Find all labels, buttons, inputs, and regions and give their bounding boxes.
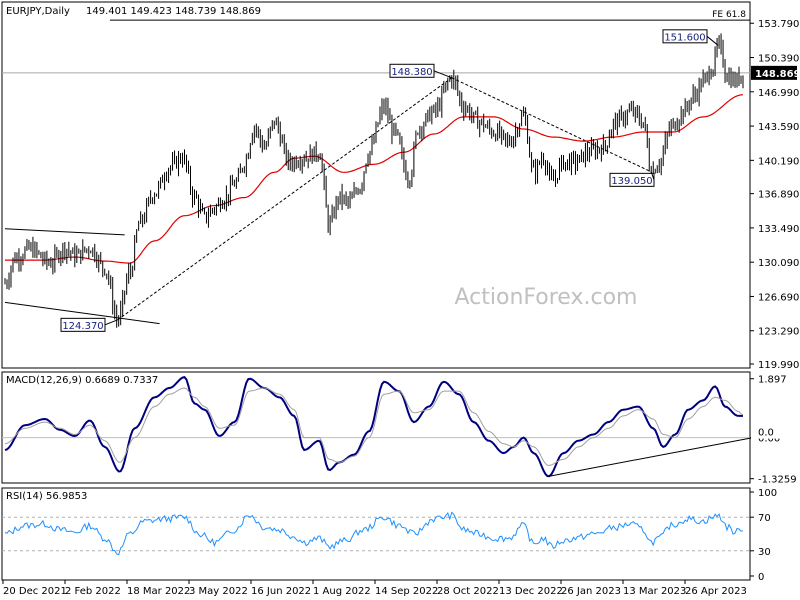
trendline-fall-to-139	[451, 77, 652, 173]
price-y-tick-label: 153.790	[758, 19, 799, 30]
macd-current-tag-label: 0.0	[758, 428, 774, 439]
trendline-macd-support	[548, 437, 754, 477]
axes: 153.790 150.390 146.990 143.590 140.190 136.8…	[2, 19, 800, 597]
macd-pane: MACD(12,26,9) 0.6689 0.7337	[1, 371, 754, 484]
moving-average-path	[5, 94, 744, 264]
rsi-pane: RSI(14) 56.9853	[1, 487, 751, 581]
price-y-tick-label: 143.590	[758, 122, 799, 133]
annotation-label: 139.050	[611, 176, 652, 187]
rsi-y-tick-label: 100	[758, 488, 777, 499]
macd-lines	[2, 375, 754, 478]
macd-title: MACD(12,26,9) 0.6689 0.7337	[6, 375, 158, 386]
annotation-connector	[650, 171, 655, 181]
annotation-label: 148.380	[391, 67, 432, 78]
x-tick-label: 26 Jan 2023	[561, 586, 621, 597]
annotation-connector	[706, 35, 719, 46]
rsi-y-tick-label: 70	[758, 513, 771, 524]
annotation-label: 124.370	[62, 321, 103, 332]
annotation-148-380: 148.380	[389, 63, 452, 79]
fib-level-label: FE 61.8	[712, 10, 746, 20]
rsi-title: RSI(14) 56.9853	[6, 491, 87, 502]
x-tick-label: 3 May 2022	[189, 586, 248, 597]
macd-signal-line	[4, 387, 744, 466]
price-annotations: 124.370 148.380 151.600 139.050	[60, 29, 719, 332]
current-price-tag-label: 148.869	[755, 69, 800, 80]
trendline-rise-to-148	[117, 77, 453, 321]
annotation-label: 151.600	[664, 32, 705, 43]
macd-main-line	[4, 375, 743, 478]
price-trendlines: FE 61.8	[2, 10, 750, 325]
price-y-tick-label: 126.690	[758, 292, 799, 303]
x-tick-label: 20 Dec 2021	[3, 586, 67, 597]
rsi-y-tick-label: 0	[758, 572, 764, 583]
x-tick-label: 13 Mar 2023	[623, 586, 686, 597]
price-y-tick-label: 133.490	[758, 224, 799, 235]
annotation-151-600: 151.600	[662, 29, 719, 46]
price-y-tick-label: 123.290	[758, 327, 799, 338]
x-tick-label: 1 Aug 2022	[313, 586, 371, 597]
price-y-tick-label: 119.990	[758, 360, 799, 371]
macd-y-tick-label: 1.897	[758, 375, 787, 386]
macd-current-tag-bg	[751, 425, 781, 439]
annotation-connector	[104, 319, 118, 326]
watermark: ActionForex.com	[455, 285, 638, 310]
annotation-124-370: 124.370	[60, 317, 118, 332]
rsi-lines	[2, 511, 750, 556]
x-tick-label: 28 Oct 2022	[437, 586, 499, 597]
price-y-tick-label: 146.990	[758, 88, 799, 99]
x-tick-label: 14 Sep 2022	[375, 586, 438, 597]
price-y-tick-label: 140.190	[758, 156, 799, 167]
annotation-connector	[433, 70, 452, 79]
price-y-tick-label: 130.090	[758, 258, 799, 269]
trendline-lower-channel	[4, 301, 160, 325]
annotation-139-050: 139.050	[609, 171, 655, 187]
x-tick-label: 18 Mar 2022	[127, 586, 190, 597]
price-pane: FE 61.8 124.370 148.380 151.600 139.050 EUR…	[1, 1, 751, 369]
price-y-tick-label: 136.890	[758, 190, 799, 201]
price-y-tick-label: 150.390	[758, 54, 799, 65]
x-tick-label: 16 Jun 2022	[251, 586, 311, 597]
ohlc-values: 149.401 149.423 148.739 148.869	[86, 6, 261, 17]
chart-title: EURJPY,Daily	[6, 6, 70, 17]
macd-y-tick-label: -1.3259	[758, 475, 797, 486]
x-tick-label: 2 Feb 2022	[65, 586, 121, 597]
rsi-line	[4, 511, 744, 556]
trendline-upper-channel	[4, 228, 125, 236]
current-price-tag-bg	[751, 65, 797, 80]
rsi-y-tick-label: 30	[758, 547, 771, 558]
macd-current-tag: 0.0	[751, 425, 781, 439]
price-bars	[4, 33, 744, 328]
moving-average-line	[5, 94, 744, 264]
x-tick-label: 26 Apr 2023	[685, 586, 747, 597]
x-tick-label: 13 Dec 2022	[499, 586, 563, 597]
current-price-tag: 148.869	[751, 65, 800, 80]
macd-y-tick-label: 0.00	[758, 434, 780, 445]
